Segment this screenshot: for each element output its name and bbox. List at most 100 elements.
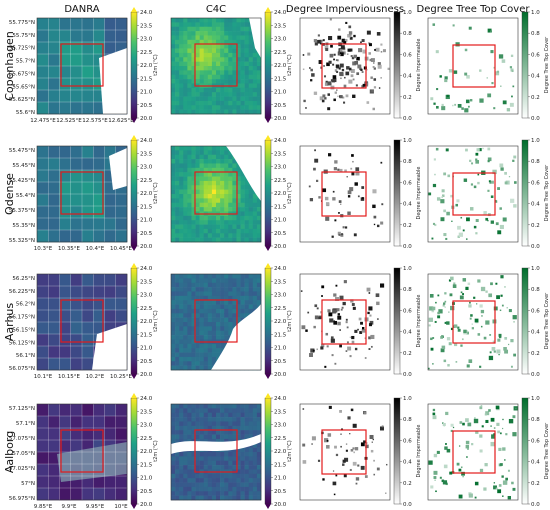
c4c-cell	[191, 469, 196, 475]
lat-tick-label: 55.725°N	[9, 46, 35, 52]
c4c-cell	[252, 66, 258, 71]
tree-patch	[433, 158, 436, 161]
c4c-cell	[179, 52, 184, 58]
c4c-cell	[232, 412, 237, 418]
imp-patch	[335, 59, 338, 61]
c4c-cell	[187, 339, 192, 345]
tree-patch	[442, 422, 446, 427]
c4c-cell	[191, 365, 196, 371]
c4c-panel	[170, 273, 262, 371]
imp-patch	[345, 321, 348, 324]
c4c-cell	[171, 300, 176, 305]
tree-patch	[499, 432, 502, 435]
imp-patch	[370, 345, 373, 348]
danra-cell	[104, 206, 117, 219]
danra-cell	[115, 218, 128, 231]
c4c-cell	[207, 291, 213, 297]
c4c-cell	[191, 92, 196, 97]
c4c-cell	[220, 48, 225, 54]
tree-patch	[464, 48, 468, 52]
c4c-cell	[171, 44, 176, 49]
c4c-cell	[228, 18, 233, 23]
danra-cell	[48, 66, 60, 79]
c4c-cell	[228, 26, 233, 32]
c4c-cell	[175, 352, 180, 358]
c4c-cell	[207, 295, 213, 301]
imp-patch	[348, 31, 353, 35]
danra-cell	[48, 218, 60, 231]
c4c-cell	[179, 18, 184, 23]
colorbar-tick-label: 1.0	[403, 266, 412, 272]
highlight-box	[60, 43, 104, 87]
c4c-cell	[187, 48, 192, 54]
c4c-cell	[175, 486, 180, 492]
c4c-cell	[211, 176, 217, 182]
c4c-cell	[211, 224, 217, 230]
c4c-cell	[179, 172, 184, 177]
danra-cell	[48, 78, 60, 91]
lat-tick-label: 56.2°N	[16, 302, 35, 308]
c4c-cell	[224, 180, 229, 186]
tree-patch	[502, 217, 507, 222]
danra-cell	[115, 18, 128, 31]
c4c-cell	[179, 198, 184, 204]
c4c-cell	[183, 189, 188, 195]
c4c-cell	[240, 70, 245, 76]
c4c-cell	[248, 421, 254, 427]
colorbar-tick-label: 20.5	[274, 103, 287, 109]
c4c-cell	[171, 478, 176, 483]
imp-patch	[342, 96, 345, 99]
c4c-cell	[195, 159, 200, 164]
c4c-cell	[240, 224, 245, 230]
imp-patch	[380, 161, 383, 164]
c4c-cell	[207, 31, 213, 36]
c4c-cell	[248, 57, 254, 62]
c4c-cell	[228, 202, 233, 208]
c4c-cell	[256, 300, 262, 305]
c4c-cell	[228, 287, 233, 292]
c4c-cell	[179, 189, 184, 195]
c4c-cell	[207, 18, 213, 23]
c4c-cell	[228, 317, 233, 323]
colorbar-tick-label: 22.5	[274, 436, 287, 442]
c4c-cell	[216, 486, 221, 492]
c4c-cell	[240, 482, 245, 488]
imp-patch	[305, 329, 308, 332]
imp-patch	[348, 67, 352, 71]
lon-tick-label: 10.35°E	[58, 246, 80, 252]
imp-patch	[326, 62, 330, 67]
c4c-cell	[240, 189, 245, 195]
tree-patch	[489, 334, 492, 336]
c4c-cell	[224, 70, 229, 76]
danra-cell	[93, 440, 105, 453]
tree-patch	[467, 422, 472, 427]
c4c-cell	[207, 228, 213, 234]
c4c-cell	[179, 278, 184, 284]
c4c-cell	[240, 291, 245, 297]
danra-cell	[104, 230, 117, 243]
c4c-cell	[220, 282, 225, 288]
c4c-cell	[207, 304, 213, 310]
c4c-cell	[203, 486, 209, 492]
c4c-cell	[244, 100, 250, 106]
c4c-cell	[228, 44, 233, 49]
c4c-cell	[199, 92, 205, 97]
lon-tick-label: 12.525°E	[56, 118, 82, 124]
colorbar-tick-label: 20.0	[140, 116, 153, 122]
imp-patch	[332, 309, 337, 314]
c4c-cell	[211, 215, 217, 221]
tree-patch	[461, 338, 464, 341]
danra-cell	[48, 102, 60, 115]
tree-patch	[493, 485, 497, 490]
imp-patch	[350, 55, 353, 58]
c4c-cell	[240, 452, 245, 457]
imp-patch	[328, 153, 332, 157]
colorbar-tick-label: 23.5	[140, 409, 153, 415]
c4c-cell	[211, 96, 217, 102]
colorbar-tick-label: 21.0	[274, 346, 287, 352]
c4c-cell	[207, 48, 213, 54]
imp-patch	[333, 320, 338, 325]
c4c-cell	[244, 478, 250, 483]
danra-cell	[104, 218, 117, 231]
lat-tick-label: 56.225°N	[9, 289, 35, 295]
